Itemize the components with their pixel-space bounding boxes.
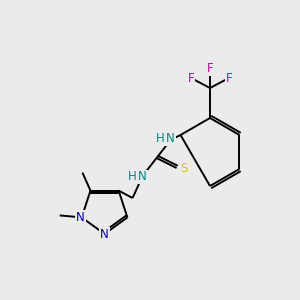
Text: H: H bbox=[156, 133, 165, 146]
Text: F: F bbox=[226, 71, 232, 85]
Text: N: N bbox=[100, 227, 109, 241]
Text: H: H bbox=[128, 170, 137, 184]
Text: N: N bbox=[166, 133, 175, 146]
Text: N: N bbox=[76, 211, 85, 224]
Text: N: N bbox=[138, 170, 147, 184]
Text: F: F bbox=[207, 62, 213, 76]
Text: S: S bbox=[180, 163, 187, 176]
Text: F: F bbox=[188, 71, 194, 85]
